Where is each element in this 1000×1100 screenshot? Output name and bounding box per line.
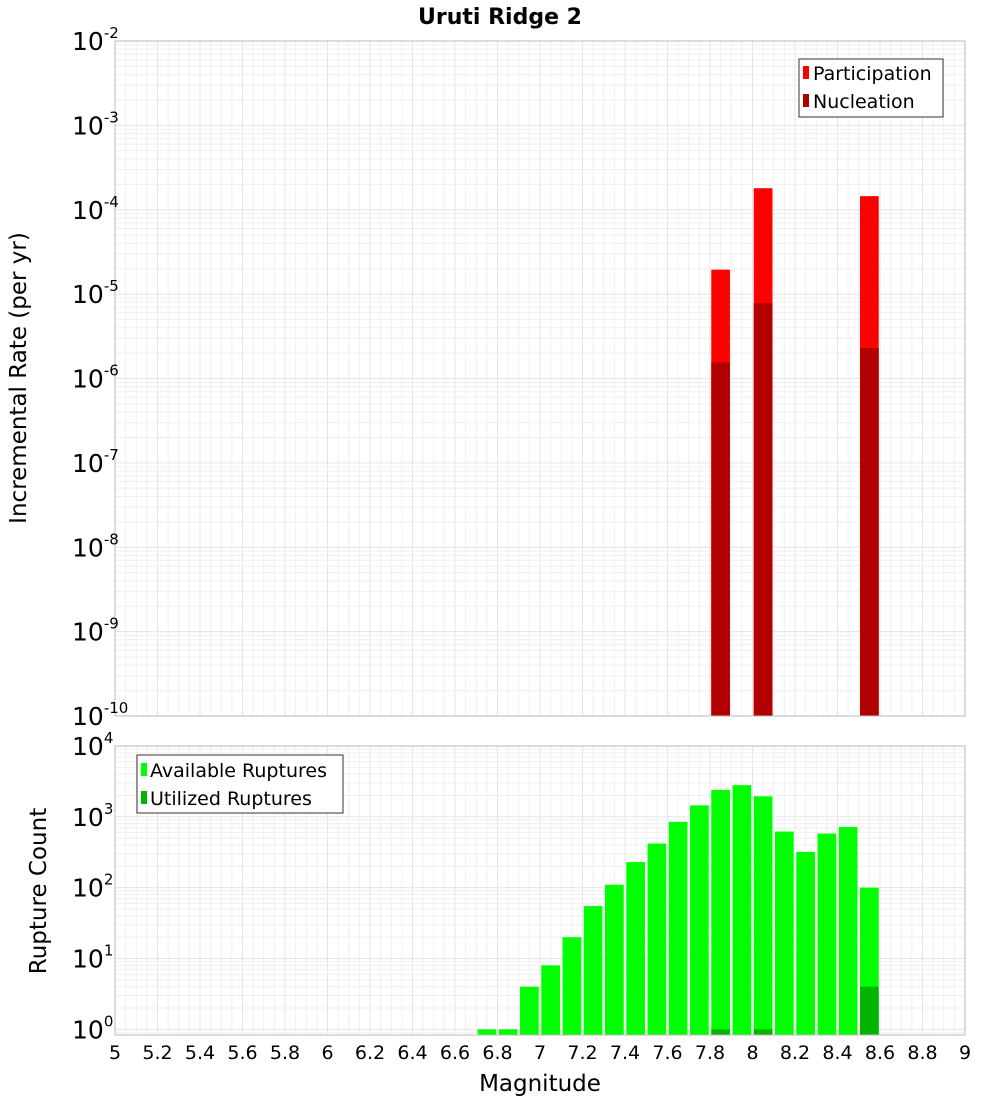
top-y-tick-label: 10-2 <box>72 24 119 56</box>
x-tick-label: 6.2 <box>355 1042 385 1064</box>
legend-label-available: Available Ruptures <box>150 760 327 782</box>
x-tick-label: 7 <box>534 1042 546 1064</box>
bottom-bar-s1 <box>583 906 603 1035</box>
top-y-axis-label: Incremental Rate (per yr) <box>6 232 32 524</box>
bottom-bar-s1 <box>838 826 858 1035</box>
x-tick-label: 6.8 <box>482 1042 512 1064</box>
top-legend-box <box>798 58 944 118</box>
bottom-bar-s1 <box>605 884 624 1035</box>
top-y-tick-labels: 10-10 10-9 10-8 10-7 10-6 10-5 10-4 10-3 10-2 <box>72 24 128 731</box>
top-y-tick-label: 10-6 <box>72 362 119 394</box>
x-tick-label: 7.8 <box>695 1042 725 1064</box>
bottom-y-tick-label: 102 <box>72 871 113 903</box>
bottom-y-tick-labels: 100 101 102 103 104 <box>72 729 113 1044</box>
bottom-bar-s1 <box>477 1029 497 1035</box>
bottom-bar-s1 <box>796 851 815 1035</box>
x-tick-label: 5.8 <box>270 1042 300 1064</box>
x-tick-label: 7.4 <box>610 1042 640 1064</box>
x-tick-label: 5.2 <box>142 1042 172 1064</box>
top-bars <box>711 188 879 717</box>
x-tick-label: 8.8 <box>907 1042 937 1064</box>
legend-label-utilized: Utilized Ruptures <box>150 788 312 810</box>
bottom-bar-s2 <box>711 1029 730 1035</box>
x-tick-label: 6.6 <box>440 1042 470 1064</box>
x-tick-label: 8.4 <box>822 1042 852 1064</box>
bottom-bar-s2 <box>860 986 879 1035</box>
legend-swatch-available <box>141 763 147 776</box>
x-tick-label: 7.6 <box>652 1042 682 1064</box>
top-grid <box>114 40 966 717</box>
chart-title: Uruti Ridge 2 <box>418 5 582 30</box>
top-panel: 10-10 10-9 10-8 10-7 10-6 10-5 10-4 10-3 10-2 In… <box>6 24 966 731</box>
x-axis-label: Magnitude <box>479 1071 601 1097</box>
x-tick-label: 5.4 <box>185 1042 215 1064</box>
bottom-bar-s2 <box>753 1029 773 1035</box>
x-tick-label: 9 <box>959 1042 971 1064</box>
top-bar-s2 <box>753 303 773 716</box>
bottom-bar-s1 <box>690 805 709 1035</box>
top-y-tick-label: 10-10 <box>72 699 128 731</box>
top-y-tick-label: 10-3 <box>72 108 119 140</box>
bottom-bar-s1 <box>562 937 582 1035</box>
x-tick-label: 8.2 <box>780 1042 810 1064</box>
top-legend: Participation Nucleation <box>798 58 944 118</box>
legend-label-nucleation: Nucleation <box>813 91 915 113</box>
bottom-y-tick-label: 100 <box>72 1012 113 1044</box>
x-tick-label: 6.4 <box>397 1042 427 1064</box>
x-tick-label: 7.2 <box>567 1042 597 1064</box>
top-bar-s2 <box>711 362 730 716</box>
top-y-tick-label: 10-9 <box>72 615 119 647</box>
bottom-bar-s1 <box>498 1029 518 1035</box>
bottom-legend-box <box>136 754 344 814</box>
bottom-legend: Available Ruptures Utilized Ruptures <box>136 754 344 814</box>
x-tick-label: 8.6 <box>865 1042 895 1064</box>
x-tick-label: 8 <box>746 1042 758 1064</box>
top-y-tick-label: 10-4 <box>72 193 119 225</box>
bottom-bar-s1 <box>753 796 773 1035</box>
top-y-tick-label: 10-7 <box>72 446 119 478</box>
bottom-bar-s1 <box>626 862 645 1035</box>
top-plot-frame <box>114 40 966 717</box>
bottom-y-axis-label: Rupture Count <box>26 808 52 974</box>
bottom-bar-s1 <box>711 789 730 1035</box>
bottom-bars <box>477 785 879 1035</box>
bottom-bar-s1 <box>732 785 752 1035</box>
legend-swatch-utilized <box>141 791 147 804</box>
bottom-bar-s1 <box>647 843 667 1035</box>
bottom-y-tick-label: 101 <box>72 942 113 974</box>
top-y-tick-label: 10-8 <box>72 530 119 562</box>
bottom-y-tick-label: 103 <box>72 800 113 832</box>
x-tick-labels: 5 5.2 5.4 5.6 5.8 6 6.2 6.4 6.6 6.8 7 7.2 7.4 7.6 7.8 8… <box>109 1042 971 1064</box>
bottom-bar-s1 <box>668 821 688 1035</box>
bottom-bar-s1 <box>775 831 794 1035</box>
bottom-y-tick-label: 104 <box>72 729 113 761</box>
x-tick-label: 5.6 <box>227 1042 257 1064</box>
legend-swatch-participation <box>803 66 809 79</box>
top-y-tick-label: 10-5 <box>72 277 119 309</box>
bottom-bar-s1 <box>817 833 837 1035</box>
legend-swatch-nucleation <box>803 94 809 107</box>
bottom-bar-s1 <box>520 986 539 1035</box>
top-bar-s2 <box>860 347 879 716</box>
x-tick-label: 5 <box>109 1042 121 1064</box>
bottom-bar-s1 <box>541 965 560 1035</box>
legend-label-participation: Participation <box>813 63 932 85</box>
bottom-panel: 100 101 102 103 104 Rupture Count Available … <box>26 729 966 1044</box>
x-tick-label: 6 <box>321 1042 333 1064</box>
bottom-plot-frame <box>114 745 966 1036</box>
